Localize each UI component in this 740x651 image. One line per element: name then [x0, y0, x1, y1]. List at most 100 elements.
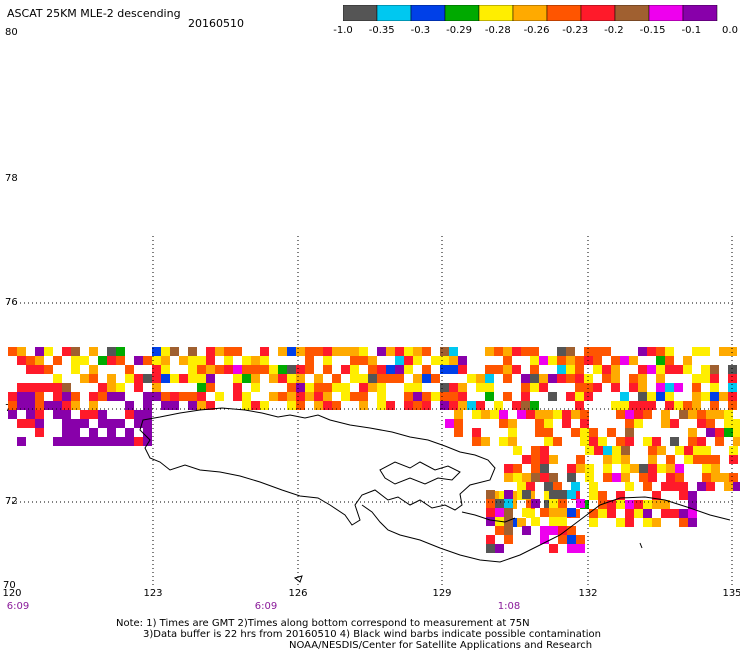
data-cell	[598, 509, 607, 518]
data-cell	[531, 464, 540, 473]
data-cell	[499, 419, 508, 428]
data-cell	[670, 437, 679, 446]
data-cell	[377, 383, 386, 392]
data-cell	[612, 455, 621, 464]
data-cell	[665, 347, 674, 356]
data-cell	[413, 347, 422, 356]
data-cell	[62, 392, 71, 401]
data-cell	[26, 410, 35, 419]
data-cell	[499, 437, 508, 446]
data-cell	[670, 419, 679, 428]
data-cell	[702, 446, 711, 455]
data-cell	[26, 419, 35, 428]
data-cell	[359, 347, 368, 356]
data-cell	[350, 374, 359, 383]
data-cell	[89, 428, 98, 437]
data-cell	[611, 356, 620, 365]
data-cell	[395, 374, 404, 383]
data-cell	[566, 392, 575, 401]
data-cell	[625, 518, 634, 527]
data-cell	[188, 374, 197, 383]
data-cell	[692, 374, 701, 383]
data-cell	[625, 500, 634, 509]
data-cell	[602, 347, 611, 356]
data-cell	[634, 419, 643, 428]
data-cell	[17, 419, 26, 428]
data-cell	[670, 482, 679, 491]
data-cell	[386, 365, 395, 374]
data-cell	[350, 347, 359, 356]
data-cell	[224, 365, 233, 374]
data-cell	[359, 374, 368, 383]
data-cell	[395, 347, 404, 356]
data-cell	[152, 356, 161, 365]
data-cell	[107, 437, 116, 446]
data-cell	[305, 365, 314, 374]
data-cell	[80, 356, 89, 365]
data-cell	[422, 401, 431, 410]
data-cell	[594, 446, 603, 455]
data-cell	[585, 446, 594, 455]
data-cell	[62, 410, 71, 419]
data-cell	[445, 419, 454, 428]
data-cell	[350, 365, 359, 374]
data-cell	[647, 347, 656, 356]
data-cell	[269, 365, 278, 374]
data-cell	[386, 401, 395, 410]
data-cell	[512, 401, 521, 410]
data-cell	[517, 518, 526, 527]
data-cell	[679, 491, 688, 500]
data-cell	[589, 518, 598, 527]
lat-label-78: 78	[5, 173, 18, 184]
data-cell	[575, 383, 584, 392]
data-cell	[8, 401, 17, 410]
data-cell	[287, 347, 296, 356]
data-cell	[197, 383, 206, 392]
data-cell	[454, 419, 463, 428]
data-cell	[593, 383, 602, 392]
data-cell	[134, 374, 143, 383]
data-cell	[670, 509, 679, 518]
data-cell	[530, 356, 539, 365]
data-cell	[125, 374, 134, 383]
data-cell	[728, 374, 737, 383]
data-cell	[486, 544, 495, 553]
data-cell	[323, 347, 332, 356]
data-cell	[143, 356, 152, 365]
data-cell	[143, 419, 152, 428]
lon-label-135: 135	[722, 588, 740, 599]
data-cell	[549, 473, 558, 482]
data-cell	[504, 517, 513, 526]
data-cell	[395, 356, 404, 365]
data-cell	[404, 347, 413, 356]
data-cell	[531, 446, 540, 455]
data-cell	[584, 383, 593, 392]
data-cell	[607, 428, 616, 437]
data-cell	[278, 392, 287, 401]
data-cell	[598, 437, 607, 446]
data-cell	[98, 383, 107, 392]
data-cell	[666, 455, 675, 464]
data-cell	[693, 446, 702, 455]
data-cell	[521, 374, 530, 383]
data-cell	[260, 347, 269, 356]
data-cell	[643, 437, 652, 446]
data-cell	[549, 508, 558, 517]
data-cell	[656, 374, 665, 383]
data-cell	[530, 401, 539, 410]
data-cell	[495, 508, 504, 517]
data-cell	[143, 392, 152, 401]
data-cell	[535, 428, 544, 437]
data-cell	[449, 365, 458, 374]
data-cell	[575, 401, 584, 410]
data-cell	[62, 437, 71, 446]
data-cell	[504, 464, 513, 473]
data-cell	[242, 401, 251, 410]
data-cell	[661, 500, 670, 509]
data-cell	[580, 419, 589, 428]
data-cell	[549, 499, 558, 508]
legend-label: -0.15	[639, 25, 666, 36]
data-cell	[540, 473, 549, 482]
data-cell	[107, 392, 116, 401]
data-cell	[125, 437, 134, 446]
